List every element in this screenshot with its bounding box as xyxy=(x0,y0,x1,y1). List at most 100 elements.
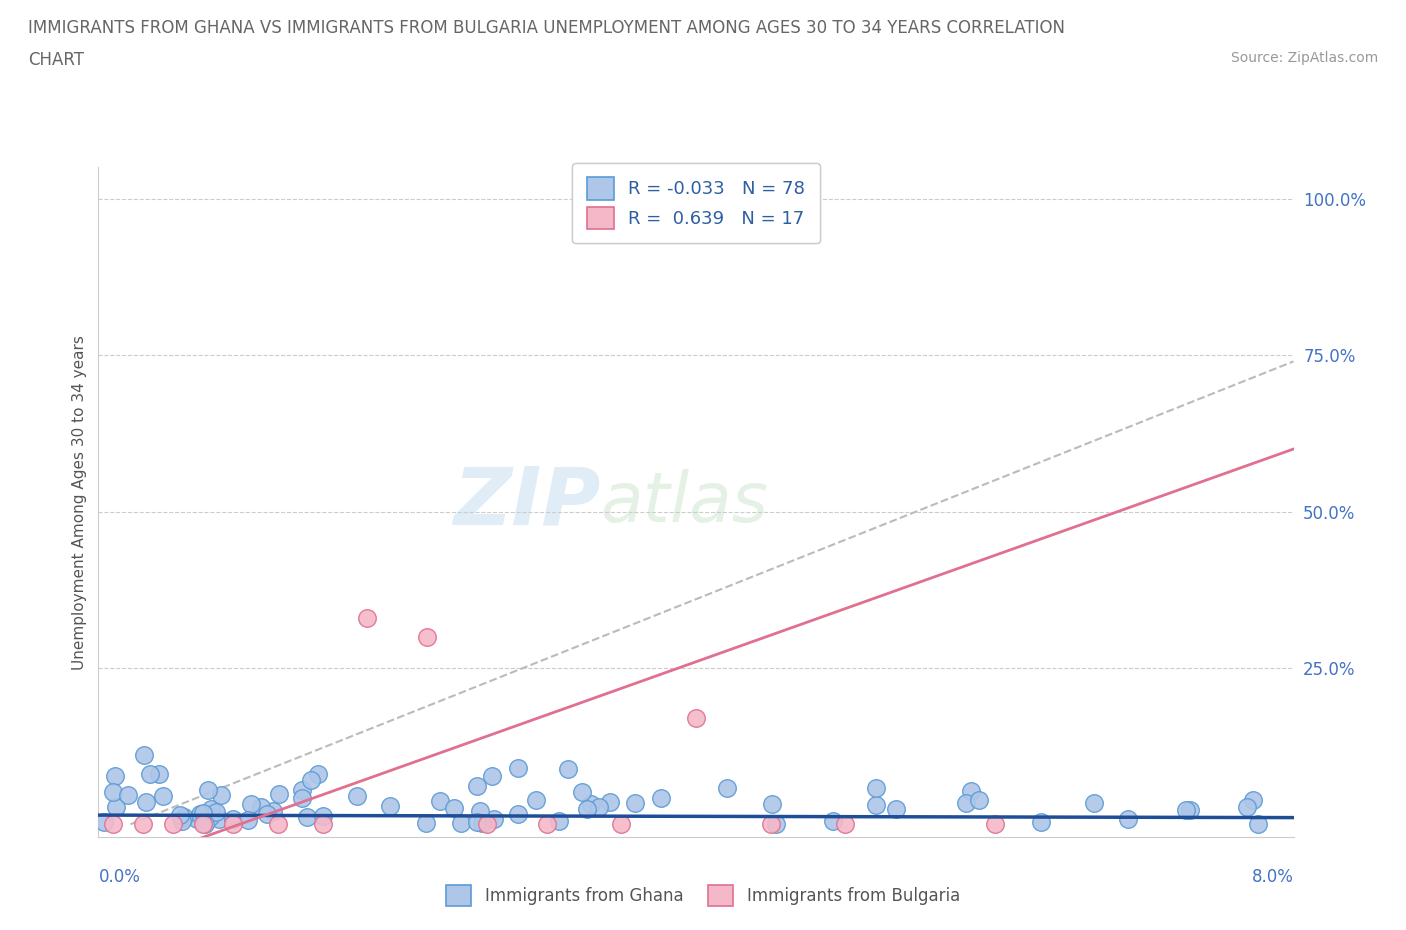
Point xyxy=(238,813,260,828)
Point xyxy=(170,813,193,828)
Point xyxy=(299,772,322,787)
Point xyxy=(291,782,314,797)
Point xyxy=(610,817,633,832)
Point xyxy=(262,804,284,818)
Point xyxy=(955,795,977,810)
Point xyxy=(1241,792,1264,807)
Point xyxy=(1116,812,1139,827)
Point xyxy=(222,812,245,827)
Point xyxy=(884,802,907,817)
Point xyxy=(194,817,217,831)
Y-axis label: Unemployment Among Ages 30 to 34 years: Unemployment Among Ages 30 to 34 years xyxy=(72,335,87,670)
Point xyxy=(759,817,782,832)
Point xyxy=(209,788,232,803)
Point xyxy=(471,816,494,830)
Point xyxy=(188,806,211,821)
Point xyxy=(208,812,231,827)
Point xyxy=(200,802,222,817)
Point xyxy=(103,817,125,832)
Point xyxy=(256,806,278,821)
Point xyxy=(132,817,155,832)
Point xyxy=(1180,803,1202,817)
Point xyxy=(312,808,335,823)
Text: 0.0%: 0.0% xyxy=(98,869,141,886)
Point xyxy=(139,766,162,781)
Point xyxy=(307,767,329,782)
Point xyxy=(967,792,990,807)
Text: 8.0%: 8.0% xyxy=(1251,869,1294,886)
Point xyxy=(624,795,647,810)
Legend: R = -0.033   N = 78, R =  0.639   N = 17: R = -0.033 N = 78, R = 0.639 N = 17 xyxy=(572,163,820,244)
Point xyxy=(186,812,208,827)
Point xyxy=(1083,795,1105,810)
Point xyxy=(148,767,170,782)
Point xyxy=(821,814,844,829)
Point xyxy=(557,762,579,777)
Point xyxy=(983,817,1005,832)
Point xyxy=(416,630,439,644)
Point xyxy=(267,786,290,801)
Point xyxy=(467,815,489,830)
Point xyxy=(103,768,125,783)
Point xyxy=(475,817,498,832)
Point xyxy=(135,794,157,809)
Point xyxy=(162,817,184,832)
Point xyxy=(134,748,156,763)
Point xyxy=(415,816,437,830)
Point xyxy=(482,812,505,827)
Point xyxy=(960,784,983,799)
Point xyxy=(834,817,856,832)
Point xyxy=(765,817,787,831)
Point xyxy=(295,809,318,824)
Point xyxy=(548,814,571,829)
Point xyxy=(1236,799,1258,814)
Point xyxy=(865,780,887,795)
Point xyxy=(506,761,529,776)
Point xyxy=(571,785,593,800)
Point xyxy=(104,800,127,815)
Point xyxy=(103,785,125,800)
Point xyxy=(1031,814,1053,829)
Point xyxy=(450,816,472,830)
Point xyxy=(267,817,290,832)
Point xyxy=(716,780,738,795)
Point xyxy=(173,809,195,824)
Point xyxy=(761,796,783,811)
Point xyxy=(576,802,599,817)
Point xyxy=(249,800,271,815)
Point xyxy=(465,778,488,793)
Point xyxy=(1247,817,1270,831)
Point xyxy=(169,808,191,823)
Text: CHART: CHART xyxy=(28,51,84,69)
Point xyxy=(524,792,547,807)
Point xyxy=(1175,803,1198,817)
Text: Source: ZipAtlas.com: Source: ZipAtlas.com xyxy=(1230,51,1378,65)
Point xyxy=(356,610,378,625)
Legend: Immigrants from Ghana, Immigrants from Bulgaria: Immigrants from Ghana, Immigrants from B… xyxy=(440,879,966,912)
Point xyxy=(599,795,621,810)
Text: atlas: atlas xyxy=(600,469,768,536)
Point xyxy=(650,790,672,805)
Point xyxy=(378,799,401,814)
Point xyxy=(117,788,139,803)
Point xyxy=(429,793,451,808)
Text: ZIP: ZIP xyxy=(453,463,600,541)
Point xyxy=(197,783,219,798)
Point xyxy=(193,806,215,821)
Point xyxy=(191,817,214,832)
Point xyxy=(222,817,245,832)
Point xyxy=(536,817,558,832)
Point xyxy=(204,804,226,819)
Point xyxy=(346,789,368,804)
Point xyxy=(311,817,333,832)
Point xyxy=(200,810,222,825)
Point xyxy=(470,804,492,818)
Text: IMMIGRANTS FROM GHANA VS IMMIGRANTS FROM BULGARIA UNEMPLOYMENT AMONG AGES 30 TO : IMMIGRANTS FROM GHANA VS IMMIGRANTS FROM… xyxy=(28,19,1066,36)
Point xyxy=(239,796,262,811)
Point xyxy=(685,711,707,725)
Point xyxy=(443,801,465,816)
Point xyxy=(579,797,602,812)
Point xyxy=(865,797,887,812)
Point xyxy=(291,790,314,805)
Point xyxy=(152,788,174,803)
